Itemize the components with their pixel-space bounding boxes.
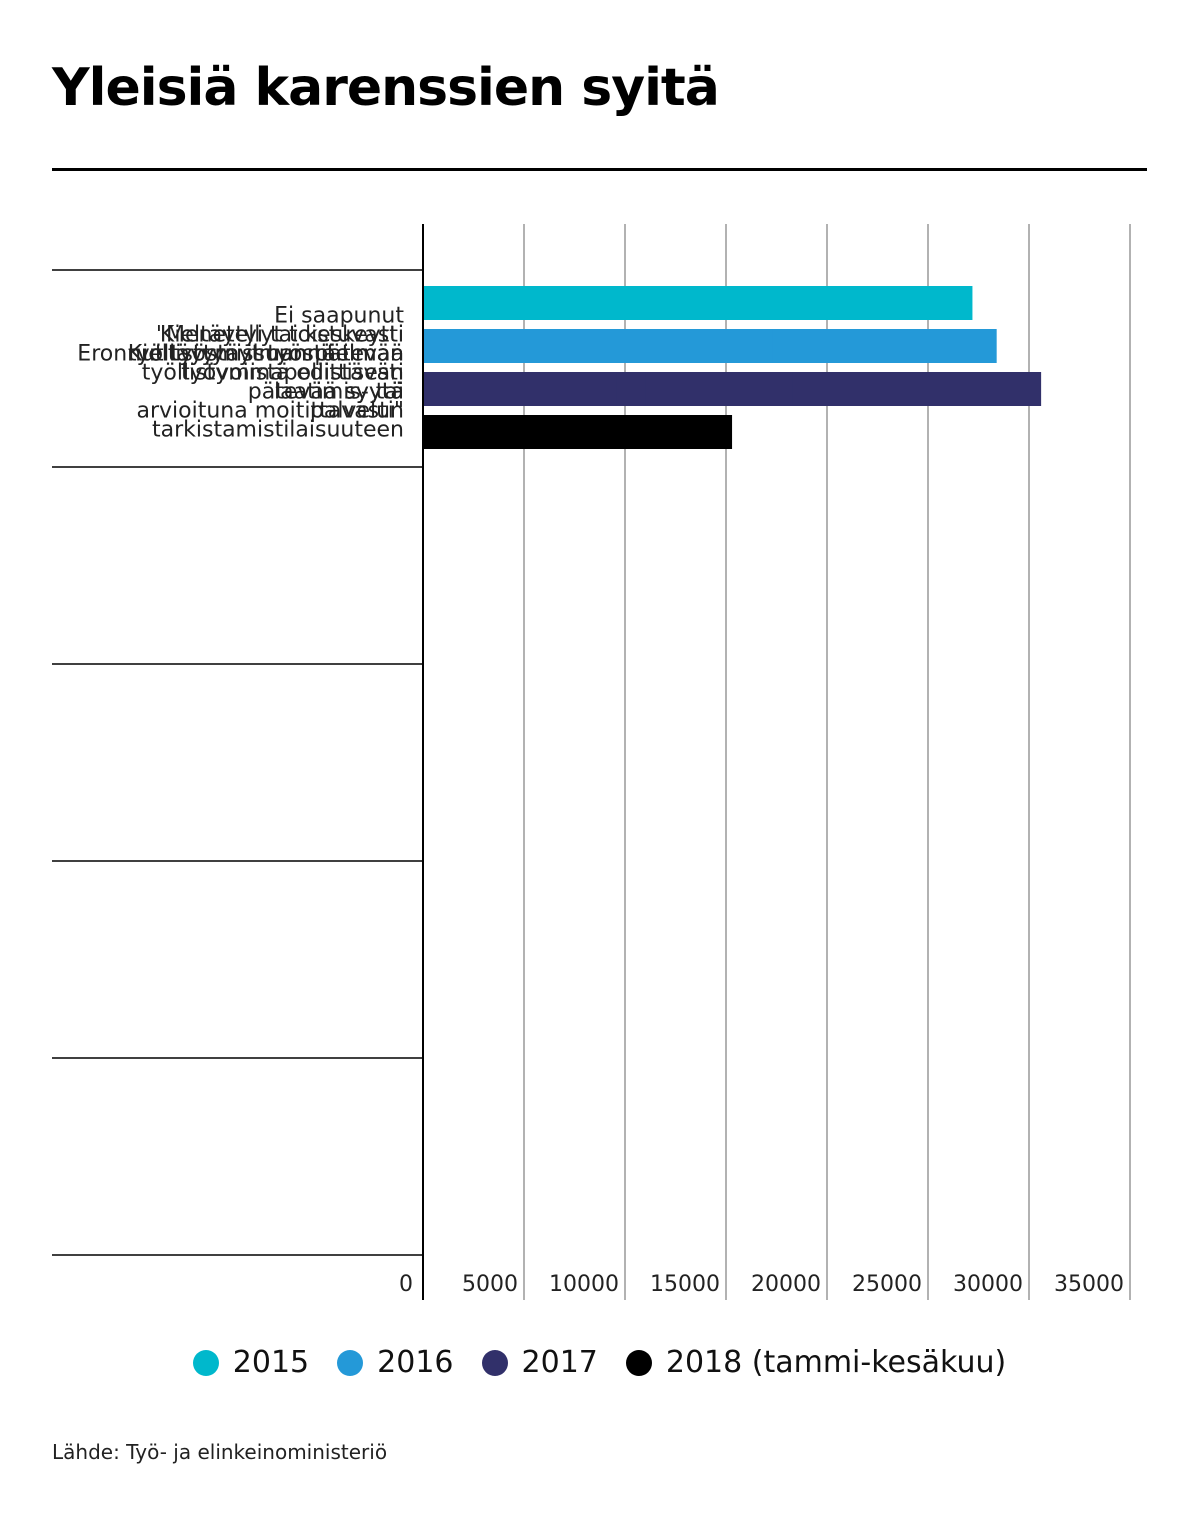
x-tick-label: 15000 [650,1272,720,1297]
category-label: työllistymistä edistävän [142,361,404,386]
x-tick-label: 5000 [462,1272,518,1297]
legend-label-2017: 2017 [521,1345,598,1380]
title-rule [52,168,1147,171]
category-label: palvelun [310,399,404,424]
category-label: syytä [344,380,404,405]
category-label: Kieltäytynyt työstä ilman [128,342,404,367]
x-tick-label: 0 [399,1272,413,1297]
legend-swatch-2016 [337,1349,364,1376]
x-tick-label: 20000 [751,1272,821,1297]
legend-swatch-2018 [625,1349,652,1376]
category-label: "Menetellyt toistuvasti [156,323,404,348]
legend-swatch-2017 [481,1349,508,1376]
category-label: Eronnut työstä ilman pätevää [77,342,404,367]
legend: 2015 2016 2017 2018 (tammi-kesäkuu) [0,1345,1199,1380]
legend-swatch-2015 [192,1349,219,1376]
category-label: tarkistamistilaisuuteen [152,418,404,443]
chart-title: Yleisiä karenssien syitä [52,58,720,118]
legend-label-2018: 2018 (tammi-kesäkuu) [665,1345,1007,1380]
legend-item-2015: 2015 [192,1345,310,1380]
legend-item-2017: 2017 [481,1345,598,1380]
category-label: arvioituna moitittavasti" [136,399,404,424]
category-label: työvoimapoliittisesti [181,361,404,386]
x-tick-label: 30000 [953,1272,1023,1297]
bar-2016-cat-5 [423,329,563,363]
bar-chart: Eronnut työstä ilman pätevää syytä Kieltäy… [52,224,1131,1300]
bar-2017-cat-5 [423,372,617,406]
category-label: Kieltäytyi tai keskeytti [160,323,404,348]
category-label: pätevää syytä [248,380,404,405]
legend-label-2015: 2015 [232,1345,310,1380]
source-note: Lähde: Työ- ja elinkeinoministeriö [52,1440,388,1464]
category-label: laatimis- tai [274,380,404,405]
legend-item-2018: 2018 (tammi-kesäkuu) [625,1345,1007,1380]
bar-2015-cat-5 [423,286,560,320]
category-label: työllistymissuunnitelman [128,342,404,367]
x-tick-label: 25000 [852,1272,922,1297]
category-label: Ei saapunut [274,304,404,329]
legend-item-2016: 2016 [337,1345,454,1380]
x-tick-label: 10000 [549,1272,619,1297]
bar-2018-cat-5 [423,415,518,449]
legend-label-2016: 2016 [377,1345,454,1380]
x-tick-label: 35000 [1054,1272,1124,1297]
